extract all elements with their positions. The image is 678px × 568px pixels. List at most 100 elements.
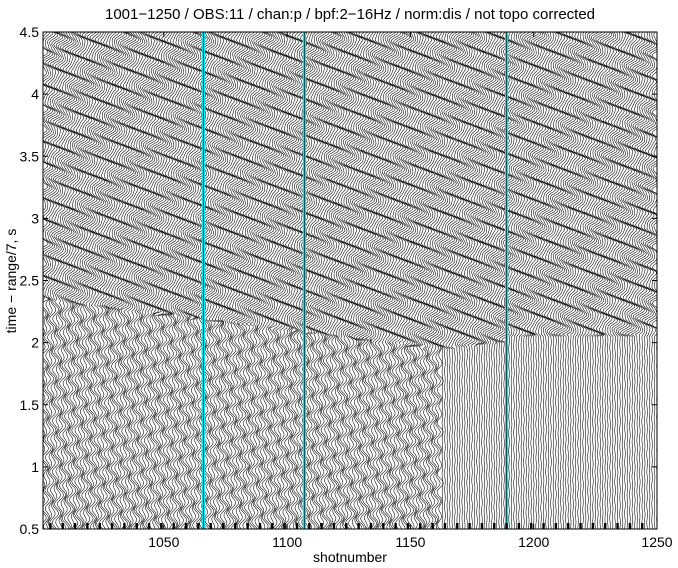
trace <box>397 32 409 529</box>
trace <box>158 32 170 529</box>
shot-marker <box>73 523 77 529</box>
trace <box>109 32 121 529</box>
trace <box>404 32 417 529</box>
trace <box>399 32 411 529</box>
trace <box>567 32 579 529</box>
x-axis: 1050 1100 1150 1200 1250 <box>148 32 673 550</box>
x-axis-label: shotnumber <box>313 549 387 565</box>
trace <box>602 32 614 529</box>
trace <box>530 32 542 529</box>
trace <box>67 32 79 529</box>
trace <box>187 32 199 529</box>
shot-marker <box>579 523 582 529</box>
trace <box>621 32 633 529</box>
trace <box>488 32 500 529</box>
trace <box>222 32 234 529</box>
trace <box>350 32 362 529</box>
trace <box>357 32 370 529</box>
chart-title: 1001−1250 / OBS:11 / chan:p / bpf:2−16Hz… <box>105 6 595 23</box>
trace <box>612 32 624 529</box>
trace <box>96 32 108 529</box>
trace <box>103 32 116 529</box>
trace <box>111 32 123 529</box>
trace <box>372 32 384 529</box>
shot-marker <box>394 523 397 529</box>
trace <box>338 32 350 529</box>
y-tick-label: 2.5 <box>20 273 40 289</box>
trace <box>168 32 180 529</box>
trace <box>523 32 535 529</box>
trace <box>387 32 399 529</box>
shot-marker <box>258 523 262 529</box>
trace <box>153 32 165 529</box>
trace <box>439 32 451 529</box>
shot-marker <box>221 523 225 529</box>
trace <box>380 32 392 529</box>
y-tick-label: 4 <box>31 86 39 102</box>
trace <box>547 32 559 529</box>
trace <box>370 32 382 529</box>
trace <box>148 32 160 529</box>
trace <box>291 32 303 529</box>
trace <box>212 32 224 529</box>
trace <box>252 32 264 529</box>
shot-marker <box>135 523 138 529</box>
trace <box>170 32 182 529</box>
y-axis: 0.5 1 1.5 2 2.5 3 3.5 4 4.5 <box>20 24 657 537</box>
trace <box>451 32 463 529</box>
trace <box>306 32 318 529</box>
trace <box>247 32 259 529</box>
trace <box>335 32 347 529</box>
trace <box>614 32 626 529</box>
trace <box>150 32 163 529</box>
trace <box>355 32 367 529</box>
shot-marker <box>234 523 237 529</box>
trace <box>505 32 518 529</box>
y-tick-label: 1 <box>31 459 39 475</box>
trace <box>264 32 276 529</box>
trace <box>515 32 527 529</box>
trace <box>619 32 631 529</box>
trace <box>215 32 227 529</box>
shot-marker <box>616 523 619 529</box>
trace <box>333 32 345 529</box>
shot-tick-markers <box>49 523 644 529</box>
shot-marker <box>209 523 212 529</box>
trace <box>377 32 389 529</box>
trace <box>562 32 574 529</box>
trace <box>249 32 261 529</box>
trace <box>281 32 293 529</box>
trace <box>508 32 520 529</box>
trace <box>74 32 86 529</box>
trace <box>323 32 335 529</box>
shot-marker <box>49 523 52 529</box>
trace <box>284 32 296 529</box>
trace <box>646 32 657 529</box>
shot-marker <box>419 523 422 529</box>
trace <box>385 32 397 529</box>
trace <box>140 32 153 529</box>
trace <box>190 32 202 529</box>
trace <box>175 32 187 529</box>
shot-marker <box>505 523 508 529</box>
trace <box>271 32 283 529</box>
y-tick-label: 3 <box>31 210 39 226</box>
trace <box>639 32 651 529</box>
x-tick-label: 1150 <box>395 534 425 550</box>
trace <box>165 32 177 529</box>
shot-marker <box>431 523 434 529</box>
trace <box>592 32 604 529</box>
trace <box>624 32 636 529</box>
trace <box>62 32 74 529</box>
trace <box>587 32 599 529</box>
shot-marker <box>517 523 521 529</box>
trace <box>456 32 468 529</box>
trace <box>269 32 281 529</box>
trace <box>520 32 532 529</box>
shot-marker <box>567 523 570 529</box>
shot-marker <box>641 523 644 529</box>
trace <box>449 32 461 529</box>
trace <box>634 32 646 529</box>
trace <box>325 32 338 529</box>
shot-marker <box>604 523 607 529</box>
